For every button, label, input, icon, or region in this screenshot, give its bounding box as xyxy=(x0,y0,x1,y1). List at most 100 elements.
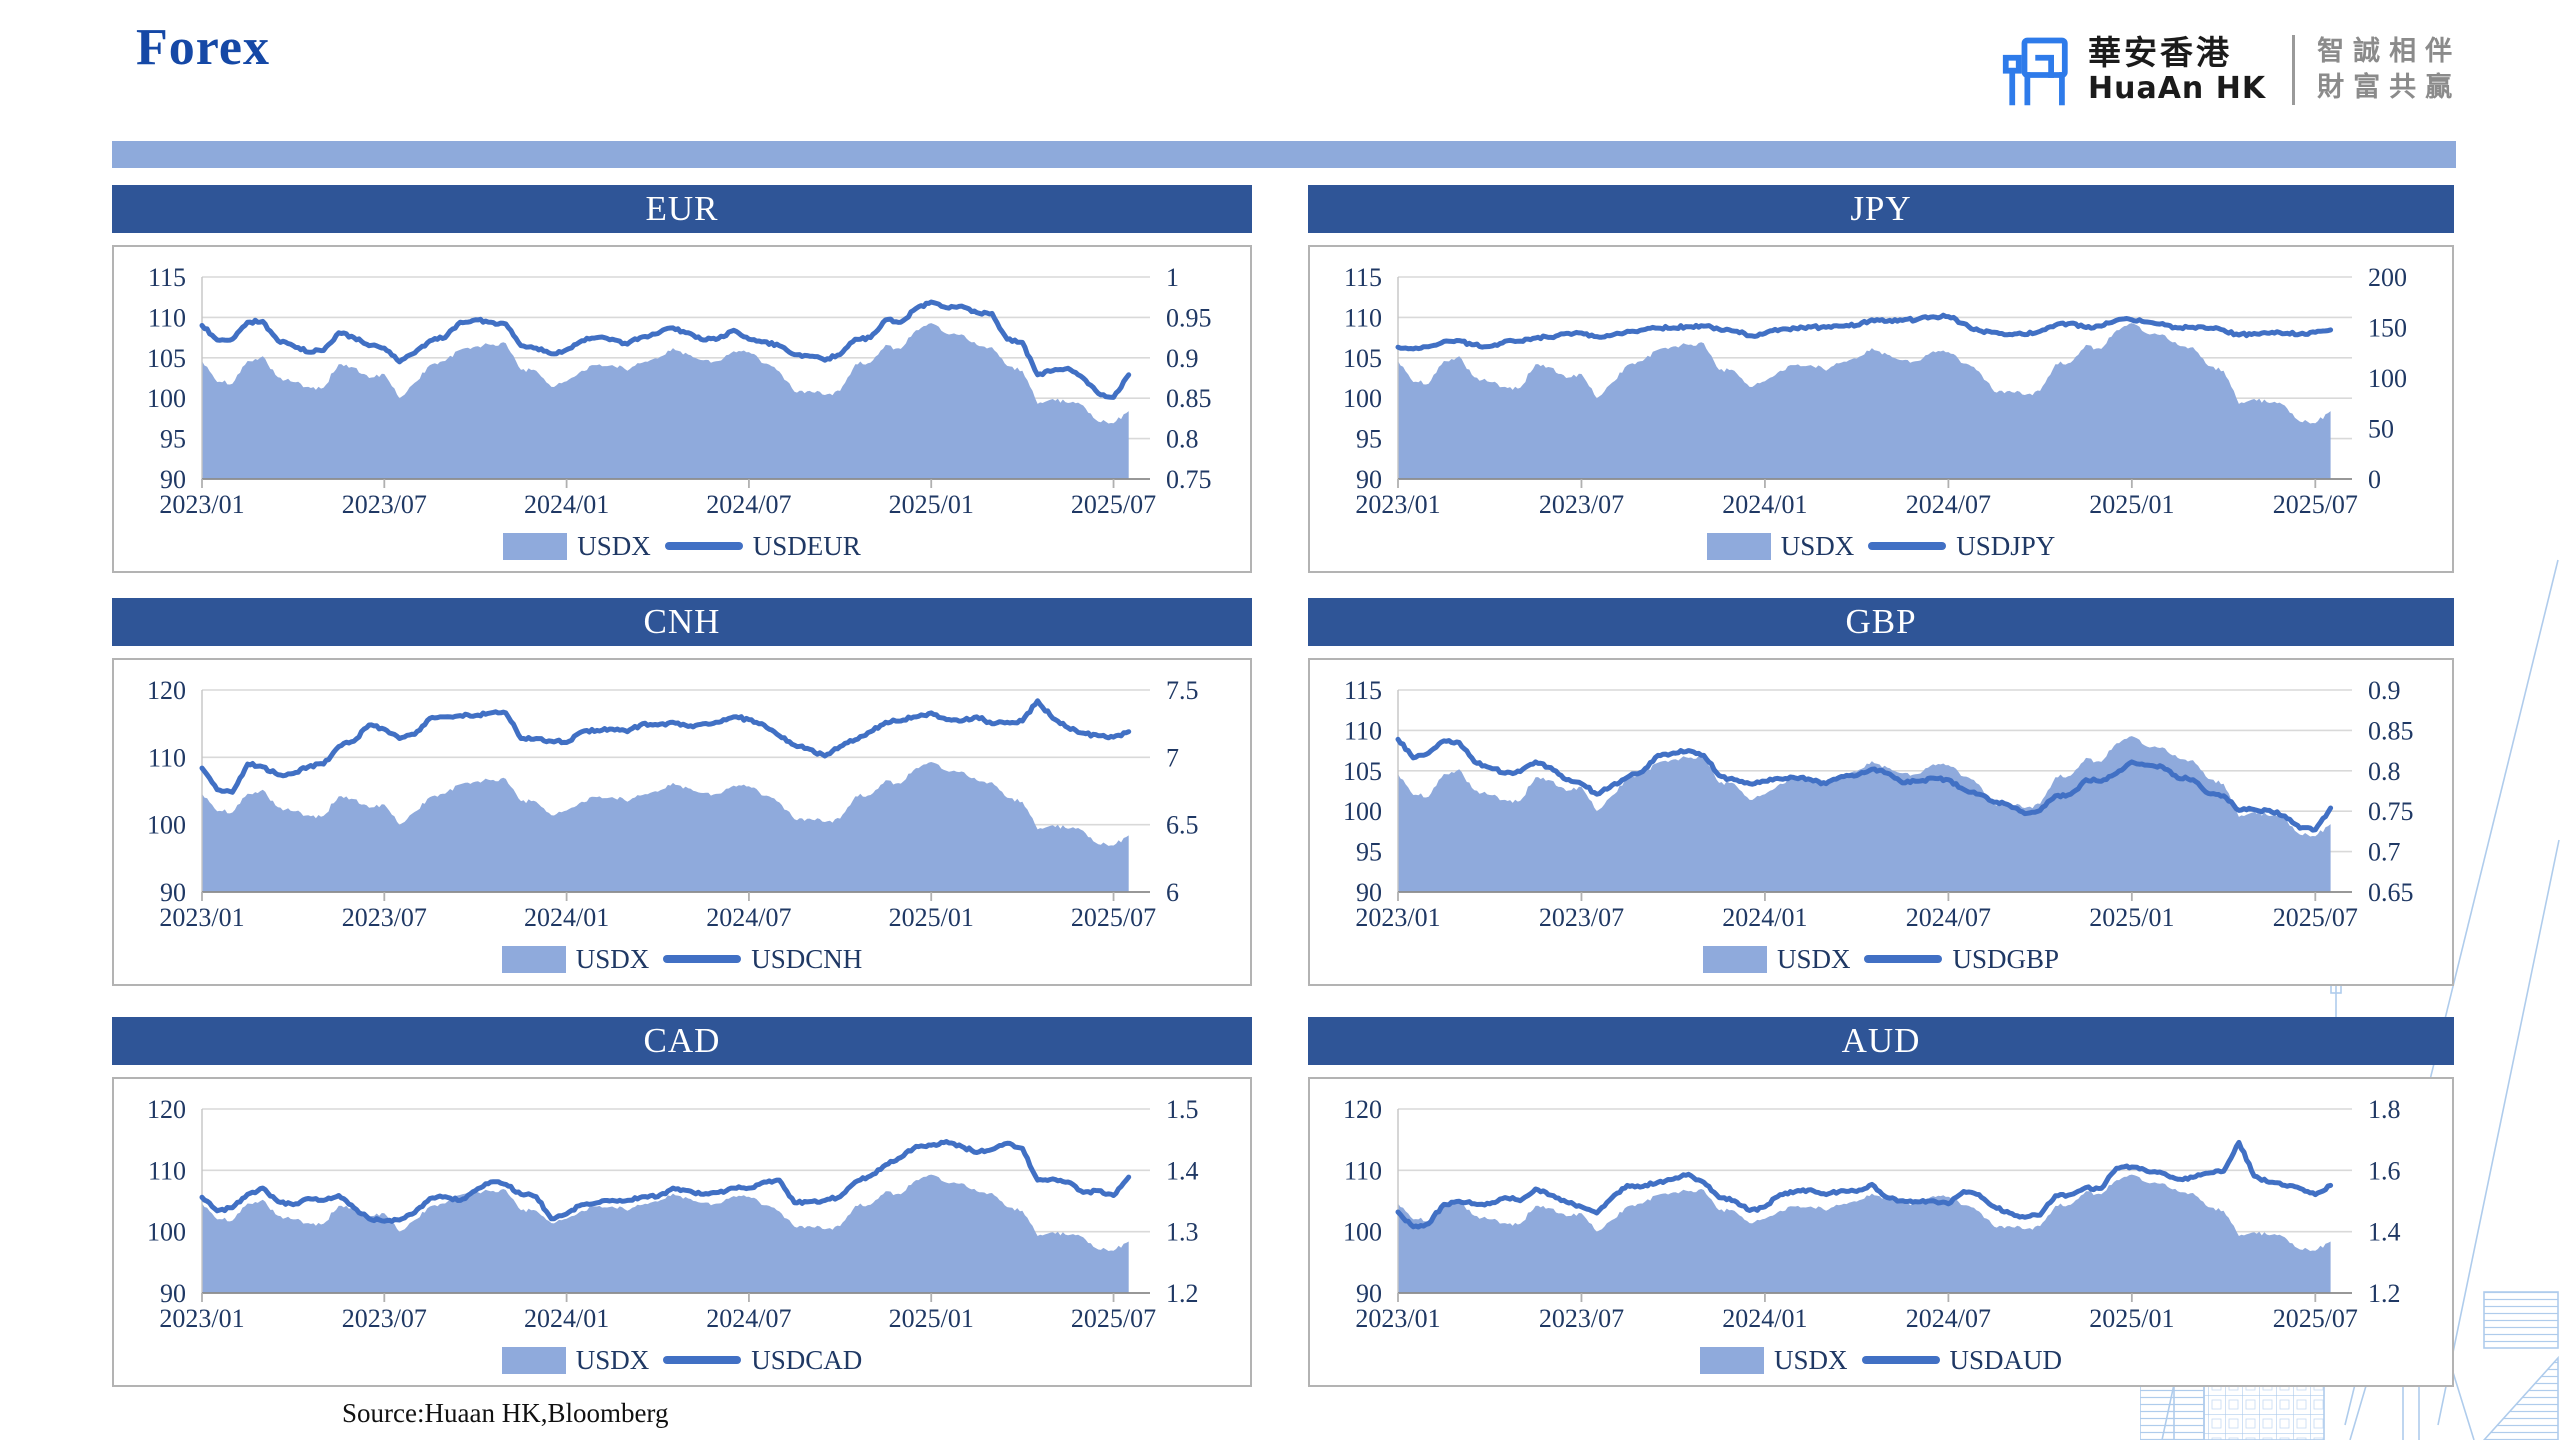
svg-text:2023/07: 2023/07 xyxy=(1539,1304,1624,1333)
svg-text:0.95: 0.95 xyxy=(1166,303,1212,332)
svg-text:2024/07: 2024/07 xyxy=(706,490,791,519)
svg-text:105: 105 xyxy=(1343,757,1382,786)
svg-text:100: 100 xyxy=(1343,384,1382,413)
gbp-title: GBP xyxy=(1845,602,1917,641)
svg-text:115: 115 xyxy=(148,263,186,292)
svg-text:90: 90 xyxy=(1356,465,1382,494)
svg-text:2025/01: 2025/01 xyxy=(2089,1304,2174,1333)
svg-text:0.85: 0.85 xyxy=(2368,716,2414,745)
jpy-chart-plot: 90 95 100 105 110 115 0 50 100 150 200 2023/01 2023/… xyxy=(1310,247,2452,521)
logo-tagline-line1: 智誠相伴 xyxy=(2317,35,2462,67)
svg-text:105: 105 xyxy=(147,344,186,373)
svg-text:2025/01: 2025/01 xyxy=(889,903,974,932)
svg-text:1.8: 1.8 xyxy=(2368,1095,2401,1124)
svg-text:100: 100 xyxy=(147,1218,186,1247)
cad-title: CAD xyxy=(643,1021,721,1060)
svg-text:2023/01: 2023/01 xyxy=(1355,1304,1440,1333)
jpy-legend: USDX USDJPY xyxy=(1310,521,2452,571)
svg-text:2025/07: 2025/07 xyxy=(2273,490,2358,519)
svg-text:2024/07: 2024/07 xyxy=(1906,903,1991,932)
svg-text:6: 6 xyxy=(1166,878,1179,907)
gbp-chart-plot: 90 95 100 105 110 115 0.65 0.7 0.75 0.8 0.85 0.9 202… xyxy=(1310,660,2452,934)
aud-chart-panel: 90 100 110 120 1.2 1.4 1.6 1.8 2023/01 2023/07 202… xyxy=(1308,1077,2454,1387)
legend-label-usdx: USDX xyxy=(575,943,650,974)
gbp-title-banner: GBP xyxy=(1308,598,2454,646)
usdjpy-line-swatch xyxy=(1868,542,1947,550)
svg-text:2023/07: 2023/07 xyxy=(1539,903,1624,932)
usdx-area-swatch xyxy=(501,1346,566,1374)
svg-text:95: 95 xyxy=(160,425,186,454)
svg-text:2024/01: 2024/01 xyxy=(1722,1304,1807,1333)
svg-text:2023/07: 2023/07 xyxy=(342,903,427,932)
svg-text:1.5: 1.5 xyxy=(1166,1095,1199,1124)
legend-label-usdx: USDX xyxy=(1780,530,1855,561)
header-accent-bar xyxy=(112,141,2456,168)
svg-text:110: 110 xyxy=(1344,1156,1382,1185)
svg-text:2025/07: 2025/07 xyxy=(2273,1304,2358,1333)
aud-title-banner: AUD xyxy=(1308,1017,2454,1065)
svg-text:90: 90 xyxy=(1356,1279,1382,1308)
svg-text:50: 50 xyxy=(2368,415,2394,444)
eur-chart-panel: 90 95 100 105 110 115 0.75 0.8 0.85 0.9 0.95 1 2023/… xyxy=(112,245,1252,573)
usdx-area-swatch xyxy=(503,532,568,560)
svg-text:0.9: 0.9 xyxy=(2368,676,2401,705)
huaan-logo: 華安香港 HuaAn HK 智誠相伴 財富共贏 xyxy=(2000,26,2461,114)
svg-text:2023/01: 2023/01 xyxy=(159,903,244,932)
svg-text:200: 200 xyxy=(2368,263,2407,292)
svg-text:0.8: 0.8 xyxy=(2368,757,2401,786)
page-title: Forex xyxy=(136,19,270,76)
svg-text:2023/01: 2023/01 xyxy=(159,1304,244,1333)
svg-text:1.4: 1.4 xyxy=(1166,1156,1199,1185)
eur-title-banner: EUR xyxy=(112,185,1252,233)
svg-text:2025/07: 2025/07 xyxy=(1071,903,1156,932)
svg-text:0: 0 xyxy=(2368,465,2381,494)
usdeur-line-swatch xyxy=(664,542,743,550)
svg-text:2024/07: 2024/07 xyxy=(1906,1304,1991,1333)
legend-label-usdeur: USDEUR xyxy=(752,530,861,561)
gbp-legend: USDX USDGBP xyxy=(1310,934,2452,984)
svg-text:95: 95 xyxy=(1356,838,1382,867)
jpy-title: JPY xyxy=(1850,189,1912,228)
cad-chart-plot: 90 100 110 120 1.2 1.3 1.4 1.5 2023/01 2023/07 202… xyxy=(114,1079,1250,1335)
svg-text:0.9: 0.9 xyxy=(1166,344,1199,373)
svg-text:1.6: 1.6 xyxy=(2368,1156,2401,1185)
svg-text:120: 120 xyxy=(147,676,186,705)
svg-text:2024/07: 2024/07 xyxy=(706,1304,791,1333)
cnh-chart-plot: 90 100 110 120 6 6.5 7 7.5 2023/01 2023/07 2024/01… xyxy=(114,660,1250,934)
svg-text:100: 100 xyxy=(1343,797,1382,826)
svg-text:1.2: 1.2 xyxy=(1166,1279,1199,1308)
logo-name-english: HuaAn HK xyxy=(2088,70,2267,106)
huaan-logo-icon xyxy=(2002,37,2068,106)
eur-chart-plot: 90 95 100 105 110 115 0.75 0.8 0.85 0.9 0.95 1 2023/… xyxy=(114,247,1250,521)
usdaud-line-swatch xyxy=(1861,1356,1940,1364)
svg-text:90: 90 xyxy=(160,878,186,907)
svg-text:95: 95 xyxy=(1356,425,1382,454)
svg-text:2024/01: 2024/01 xyxy=(524,490,609,519)
aud-legend: USDX USDAUD xyxy=(1310,1335,2452,1385)
svg-text:0.8: 0.8 xyxy=(1166,425,1199,454)
svg-text:105: 105 xyxy=(1343,344,1382,373)
legend-label-usdcad: USDCAD xyxy=(751,1344,863,1375)
svg-text:2024/01: 2024/01 xyxy=(524,1304,609,1333)
aud-title: AUD xyxy=(1841,1021,1921,1060)
svg-text:6.5: 6.5 xyxy=(1166,811,1199,840)
usdcnh-line-swatch xyxy=(663,955,742,963)
svg-text:0.65: 0.65 xyxy=(2368,878,2414,907)
logo-divider xyxy=(2292,35,2296,105)
svg-text:115: 115 xyxy=(1344,263,1382,292)
jpy-title-banner: JPY xyxy=(1308,185,2454,233)
svg-text:2025/07: 2025/07 xyxy=(1071,1304,1156,1333)
svg-text:90: 90 xyxy=(160,465,186,494)
svg-text:7: 7 xyxy=(1166,743,1179,772)
source-note: Source:Huaan HK,Bloomberg xyxy=(342,1398,669,1428)
svg-text:115: 115 xyxy=(1344,676,1382,705)
cnh-legend: USDX USDCNH xyxy=(114,934,1250,984)
svg-text:110: 110 xyxy=(148,1156,186,1185)
svg-text:2025/07: 2025/07 xyxy=(2273,903,2358,932)
svg-text:2025/01: 2025/01 xyxy=(889,490,974,519)
logo-tagline: 智誠相伴 財富共贏 xyxy=(2317,34,2461,107)
usdx-area-swatch xyxy=(1699,1346,1764,1374)
logo-names: 華安香港 HuaAn HK xyxy=(2088,34,2267,106)
legend-label-usdx: USDX xyxy=(1773,1344,1848,1375)
